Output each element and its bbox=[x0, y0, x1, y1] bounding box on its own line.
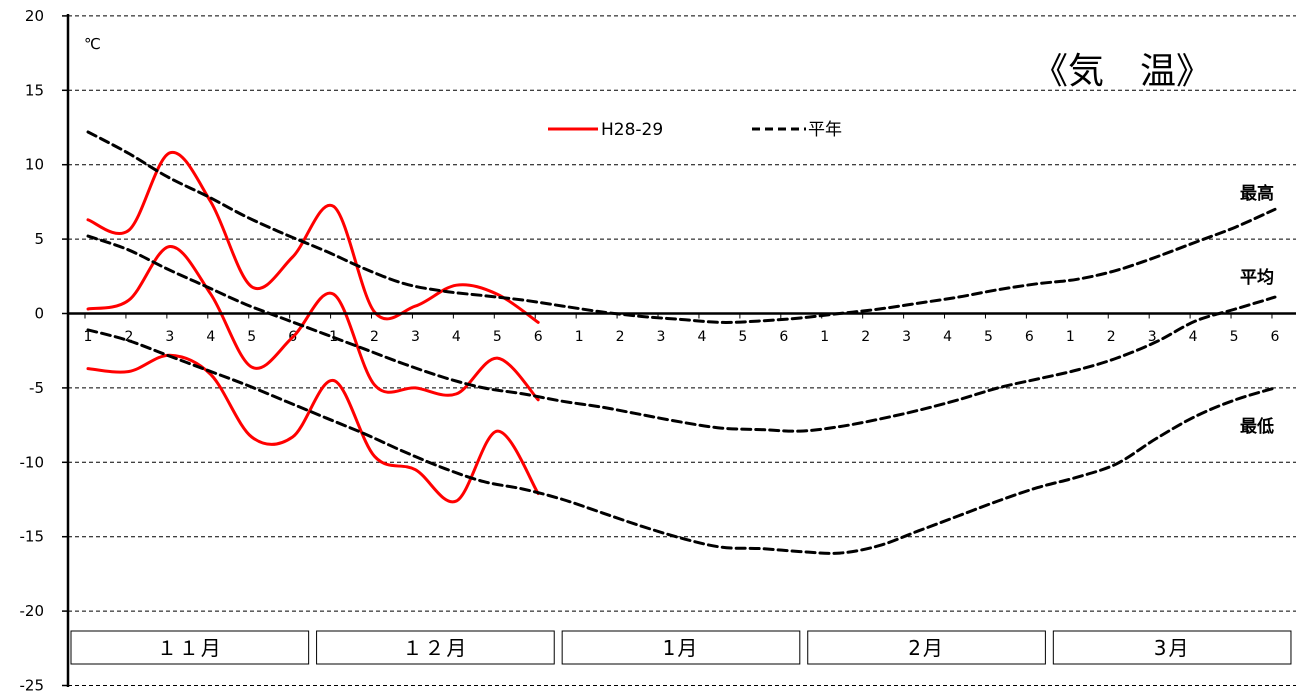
y-tick-label: -5 bbox=[29, 379, 44, 397]
y-tick-label: 20 bbox=[25, 7, 44, 25]
month-label: 2月 bbox=[908, 636, 945, 660]
observed-min-line bbox=[86, 353, 540, 504]
y-tick-label: -15 bbox=[20, 528, 45, 546]
month-box bbox=[1052, 630, 1292, 665]
y-tick-label: 5 bbox=[34, 230, 44, 248]
month-box bbox=[561, 630, 801, 665]
y-tick-label: -25 bbox=[20, 677, 45, 695]
x-tick-label: 4 bbox=[697, 329, 706, 345]
curve-label-min: 最低 bbox=[1240, 416, 1274, 437]
x-tick-label: 6 bbox=[1025, 329, 1034, 345]
chart-title: 《気 温》 bbox=[1032, 51, 1212, 92]
month-label: １２月 bbox=[402, 636, 468, 660]
x-tick-label: 3 bbox=[1148, 329, 1157, 345]
x-tick-label: 4 bbox=[1189, 329, 1198, 345]
unit-label: ℃ bbox=[84, 35, 101, 53]
x-tick-label: 1 bbox=[820, 329, 829, 345]
x-tick-label: 2 bbox=[1107, 329, 1116, 345]
x-tick-label: 1 bbox=[575, 329, 584, 345]
legend-normal-label: 平年 bbox=[808, 120, 842, 140]
x-tick-label: 4 bbox=[943, 329, 952, 345]
x-tick-label: 6 bbox=[1271, 329, 1280, 345]
y-tick-label: -20 bbox=[20, 602, 45, 620]
y-tick-label: 15 bbox=[25, 81, 44, 99]
observed-avg-line bbox=[86, 245, 540, 402]
x-tick-label: 5 bbox=[1230, 329, 1239, 345]
x-tick-label: 3 bbox=[902, 329, 911, 345]
x-tick-label: 1 bbox=[1066, 329, 1075, 345]
x-tick-label: 3 bbox=[165, 329, 174, 345]
x-tick-label: 5 bbox=[738, 329, 747, 345]
x-tick-label: 1 bbox=[84, 329, 93, 345]
month-label: 3月 bbox=[1154, 636, 1191, 660]
x-tick-label: 5 bbox=[984, 329, 993, 345]
x-tick-label: 6 bbox=[779, 329, 788, 345]
curve-label-avg: 平均 bbox=[1240, 267, 1274, 288]
month-box bbox=[70, 630, 310, 665]
normal-max-line bbox=[86, 130, 1277, 324]
x-tick-label: 2 bbox=[861, 329, 870, 345]
month-box bbox=[316, 630, 555, 665]
x-tick-label: 3 bbox=[657, 329, 666, 345]
x-tick-label: 4 bbox=[206, 329, 215, 345]
y-axis-ticks: 20 15 10 5 0 -5 -10 -15 -20 -25 bbox=[20, 7, 68, 695]
x-tick-label: 5 bbox=[247, 329, 256, 345]
observed-max-line bbox=[86, 151, 540, 324]
x-tick-label: 4 bbox=[452, 329, 461, 345]
month-boxes: １１月 １２月 1月 2月 3月 bbox=[70, 630, 1292, 665]
x-tick-label: 6 bbox=[534, 329, 543, 345]
y-tick-label: 0 bbox=[34, 305, 44, 323]
legend-observed-label: H28-29 bbox=[601, 120, 663, 140]
x-tick-label: 3 bbox=[411, 329, 420, 345]
month-box bbox=[807, 630, 1046, 665]
month-label: １１月 bbox=[157, 636, 223, 660]
x-tick-label: 2 bbox=[616, 329, 625, 345]
month-label: 1月 bbox=[663, 636, 700, 660]
grid-lines bbox=[68, 15, 1296, 686]
series-lines bbox=[86, 130, 1277, 555]
normal-min-line bbox=[86, 328, 1277, 555]
x-tick-label: 2 bbox=[370, 329, 379, 345]
x-tick-label: 5 bbox=[493, 329, 502, 345]
y-tick-label: -10 bbox=[20, 453, 45, 471]
normal-avg-line bbox=[86, 234, 1277, 433]
legend: H28-29 平年 bbox=[548, 120, 842, 140]
y-tick-label: 10 bbox=[25, 156, 44, 174]
curve-label-max: 最高 bbox=[1240, 183, 1274, 204]
x-tick-label: 2 bbox=[124, 329, 133, 345]
